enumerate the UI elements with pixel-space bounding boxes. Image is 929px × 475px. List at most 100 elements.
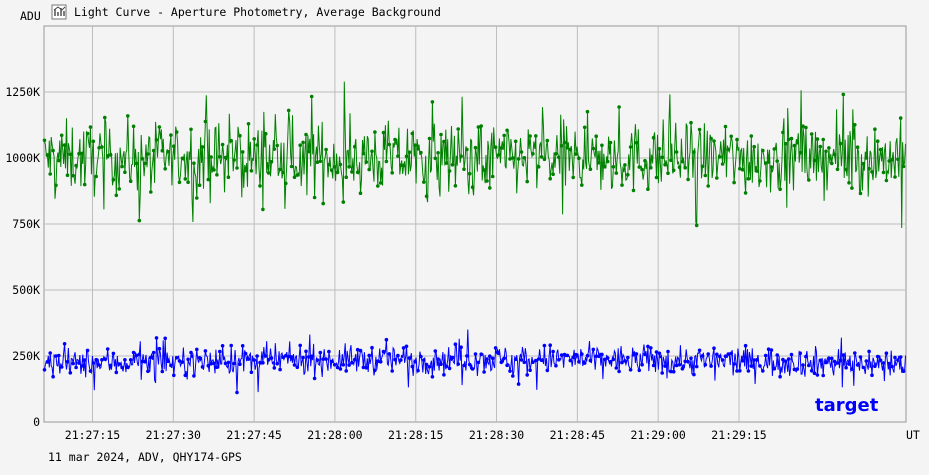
data-point <box>700 164 705 169</box>
data-point <box>531 152 535 156</box>
data-point <box>743 343 748 348</box>
data-point <box>861 161 866 166</box>
data-point <box>683 359 687 364</box>
data-point <box>861 365 866 370</box>
data-point <box>301 140 305 145</box>
data-point <box>531 360 535 365</box>
data-point <box>709 364 713 368</box>
x-tick-label: 21:29:00 <box>630 428 685 442</box>
data-point <box>525 373 529 377</box>
data-point <box>789 136 794 141</box>
data-point <box>778 374 782 379</box>
data-point <box>120 365 124 370</box>
data-point <box>62 342 67 346</box>
data-point <box>580 352 584 356</box>
data-point <box>649 165 653 170</box>
data-point <box>71 173 75 178</box>
data-point <box>663 162 667 167</box>
data-point <box>177 180 182 185</box>
data-point <box>140 359 144 364</box>
data-point <box>456 127 461 131</box>
data-point <box>223 361 228 366</box>
data-point <box>901 164 906 169</box>
data-point <box>605 159 610 164</box>
data-point <box>117 187 121 191</box>
data-point <box>896 358 900 362</box>
data-point <box>781 357 785 362</box>
data-point <box>496 351 501 356</box>
data-point <box>651 363 656 368</box>
data-point <box>881 170 886 175</box>
data-point <box>226 360 231 365</box>
data-point <box>77 361 81 365</box>
data-point <box>246 357 251 361</box>
data-point <box>347 165 351 169</box>
data-point <box>614 171 619 175</box>
data-point <box>617 105 621 109</box>
data-point <box>212 361 216 366</box>
data-point <box>755 357 759 362</box>
data-point <box>433 349 438 353</box>
data-point <box>120 164 124 169</box>
data-point <box>720 358 725 362</box>
data-point <box>792 367 797 372</box>
data-point <box>873 364 877 369</box>
data-point <box>108 153 113 157</box>
data-point <box>442 373 446 377</box>
data-point <box>476 360 481 365</box>
data-point <box>335 365 340 370</box>
data-point <box>396 353 400 358</box>
data-point <box>545 368 550 373</box>
data-point <box>844 167 848 172</box>
data-point <box>324 147 328 152</box>
data-point <box>163 167 167 171</box>
data-point <box>898 355 903 359</box>
data-point <box>559 353 564 357</box>
data-point <box>562 352 567 357</box>
data-point <box>536 357 541 361</box>
data-point <box>853 351 857 355</box>
data-point <box>542 343 547 348</box>
data-point <box>493 145 498 149</box>
data-point <box>88 369 93 373</box>
data-point <box>519 150 524 154</box>
data-point <box>94 174 98 179</box>
data-point <box>488 354 492 359</box>
data-point <box>192 374 196 378</box>
data-point <box>697 348 702 353</box>
data-point <box>258 360 262 365</box>
data-point <box>252 358 256 362</box>
data-point <box>516 382 521 386</box>
data-point <box>671 369 676 374</box>
y-tick-label: 500K <box>12 283 40 297</box>
data-point <box>835 167 840 172</box>
data-point <box>48 351 52 355</box>
data-point <box>666 171 670 175</box>
data-point <box>870 170 874 174</box>
data-point <box>373 130 377 134</box>
data-point <box>258 184 262 188</box>
data-point <box>97 363 101 367</box>
data-point <box>646 344 650 349</box>
data-point <box>410 131 415 136</box>
data-point <box>456 362 461 366</box>
data-point <box>114 193 119 198</box>
data-point <box>200 145 205 149</box>
data-point <box>743 191 748 195</box>
data-point <box>238 362 242 367</box>
data-point <box>85 131 90 136</box>
data-point <box>344 369 349 373</box>
data-point <box>631 188 636 193</box>
data-point <box>617 369 621 374</box>
data-point <box>327 349 331 354</box>
data-point <box>94 357 98 362</box>
data-point <box>284 353 288 358</box>
data-point <box>467 171 472 176</box>
data-point <box>103 357 107 361</box>
data-point <box>654 350 659 354</box>
data-point <box>671 168 676 173</box>
data-point <box>746 369 751 373</box>
data-point <box>281 170 285 175</box>
data-point <box>565 353 570 358</box>
data-point <box>735 137 739 142</box>
